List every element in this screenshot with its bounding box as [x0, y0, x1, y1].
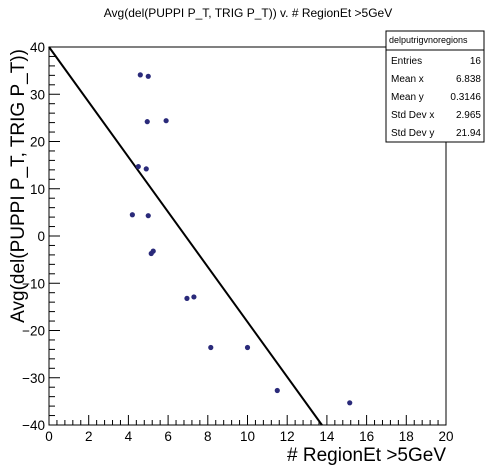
y-tick-label: 30 [30, 87, 45, 102]
stats-key: Std Dev y [391, 128, 434, 139]
x-tick-label: 14 [319, 429, 335, 444]
data-point [347, 400, 353, 406]
data-point [244, 344, 251, 351]
y-tick-label: −30 [22, 371, 45, 386]
stats-value: 16 [470, 56, 482, 67]
y-tick-label: 20 [30, 135, 45, 150]
data-point [274, 387, 280, 394]
stats-box: delputrigvnoregions Entries 16 Mean x 6.838… [385, 30, 485, 143]
x-tick-label: 0 [45, 429, 53, 444]
fit-line [48, 46, 323, 426]
x-tick-label: 4 [125, 429, 133, 444]
data-point [129, 212, 135, 218]
data-point [150, 248, 156, 254]
chart-title: Avg(del(PUPPI P_T, TRIG P_T)) v. # Regio… [104, 6, 392, 20]
x-tick-label: 6 [164, 429, 172, 444]
stats-box-name: delputrigvnoregions [389, 35, 468, 45]
stats-value: 2.965 [456, 110, 481, 121]
y-tick-label: 40 [30, 40, 45, 55]
y-tick-label: −40 [22, 418, 45, 433]
stats-value: 0.3146 [450, 92, 481, 103]
y-tick-label: 0 [37, 229, 45, 244]
x-axis-label: # RegionEt >5GeV [287, 445, 446, 466]
stats-key: Std Dev x [391, 110, 434, 121]
x-tick-label: 12 [280, 429, 295, 444]
stats-rows: Entries 16 Mean x 6.838 Mean y 0.3146 Std Dev … [391, 56, 481, 139]
data-point [144, 119, 150, 125]
data-point [145, 213, 151, 219]
x-tick-label: 18 [399, 429, 414, 444]
data-point [137, 72, 143, 78]
data-point [135, 163, 141, 170]
stats-key: Entries [391, 56, 422, 67]
data-point [143, 166, 149, 172]
data-point [191, 294, 197, 300]
y-tick-label: −10 [22, 276, 45, 291]
stats-key: Mean x [391, 74, 424, 85]
x-tick-label: 2 [85, 429, 93, 444]
x-axis: 0 2 4 6 8 10 12 14 16 18 20 [45, 415, 454, 444]
x-tick-label: 8 [204, 429, 212, 444]
y-tick-label: 10 [30, 182, 45, 197]
data-point [163, 118, 169, 124]
points-layer [129, 72, 353, 406]
x-tick-label: 16 [359, 429, 374, 444]
stats-value: 6.838 [456, 74, 481, 85]
stats-box-frame [385, 30, 485, 143]
data-point [145, 73, 151, 79]
fit-layer [48, 46, 323, 426]
data-point [208, 344, 214, 351]
x-tick-label: 20 [438, 429, 453, 444]
stats-value: 21.94 [456, 128, 481, 139]
y-tick-label: −20 [22, 324, 45, 339]
data-point [184, 295, 190, 301]
stats-key: Mean y [391, 92, 424, 103]
y-axis-label: Avg(del(PUPPI P_T, TRIG P_T)) [8, 49, 29, 323]
x-tick-label: 10 [240, 429, 255, 444]
y-axis: 40 30 20 10 0 −10 −20 −30 −40 [22, 40, 60, 433]
